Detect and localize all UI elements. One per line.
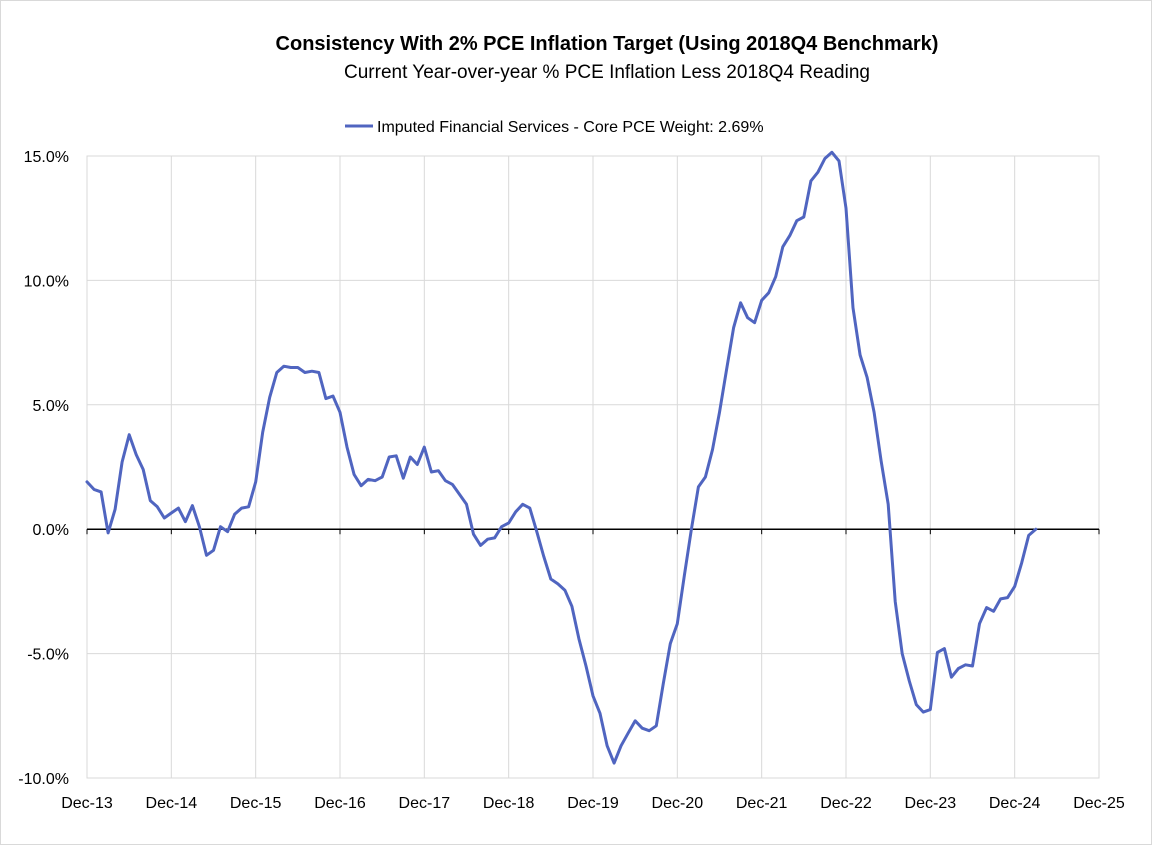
y-tick-label: -5.0% — [27, 647, 69, 664]
y-tick-label: 5.0% — [33, 398, 69, 415]
x-tick-label: Dec-14 — [146, 795, 198, 812]
x-tick-label: Dec-25 — [1073, 795, 1125, 812]
series-line — [85, 150, 1038, 765]
x-tick-label: Dec-19 — [567, 795, 619, 812]
y-tick-label: -10.0% — [18, 771, 69, 788]
x-tick-label: Dec-15 — [230, 795, 282, 812]
x-tick-label: Dec-23 — [905, 795, 957, 812]
x-tick-label: Dec-17 — [399, 795, 451, 812]
legend-label: Imputed Financial Services - Core PCE We… — [377, 119, 764, 136]
x-tick-label: Dec-21 — [736, 795, 788, 812]
x-tick-label: Dec-20 — [652, 795, 704, 812]
chart-title: Consistency With 2% PCE Inflation Target… — [275, 33, 939, 55]
x-tick-label: Dec-16 — [314, 795, 366, 812]
x-tick-label: Dec-18 — [483, 795, 535, 812]
chart-subtitle: Current Year-over-year % PCE Inflation L… — [344, 62, 870, 83]
x-tick-label: Dec-24 — [989, 795, 1041, 812]
x-tick-label: Dec-22 — [820, 795, 872, 812]
y-tick-label: 15.0% — [24, 149, 69, 166]
y-tick-label: 10.0% — [24, 273, 69, 290]
y-tick-label: 0.0% — [33, 522, 69, 539]
x-tick-label: Dec-13 — [61, 795, 113, 812]
